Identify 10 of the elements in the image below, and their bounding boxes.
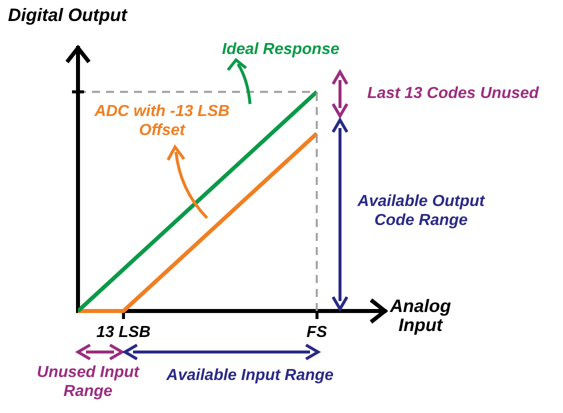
text: Unused Input Range <box>36 363 141 401</box>
text: ADC with -13 LSB Offset <box>93 102 231 140</box>
annotation: Available Output Code Range <box>356 192 486 230</box>
x-axis-title: Analog Input <box>388 296 452 335</box>
x-tick-label: FS <box>306 324 328 342</box>
y-axis-title: Digital Output <box>8 5 127 25</box>
text: Ideal Response <box>222 40 340 59</box>
annotation: Last 13 Codes Unused <box>366 84 540 103</box>
text: Available Input Range <box>165 366 335 385</box>
x-tick-label: 13 LSB <box>96 324 151 342</box>
